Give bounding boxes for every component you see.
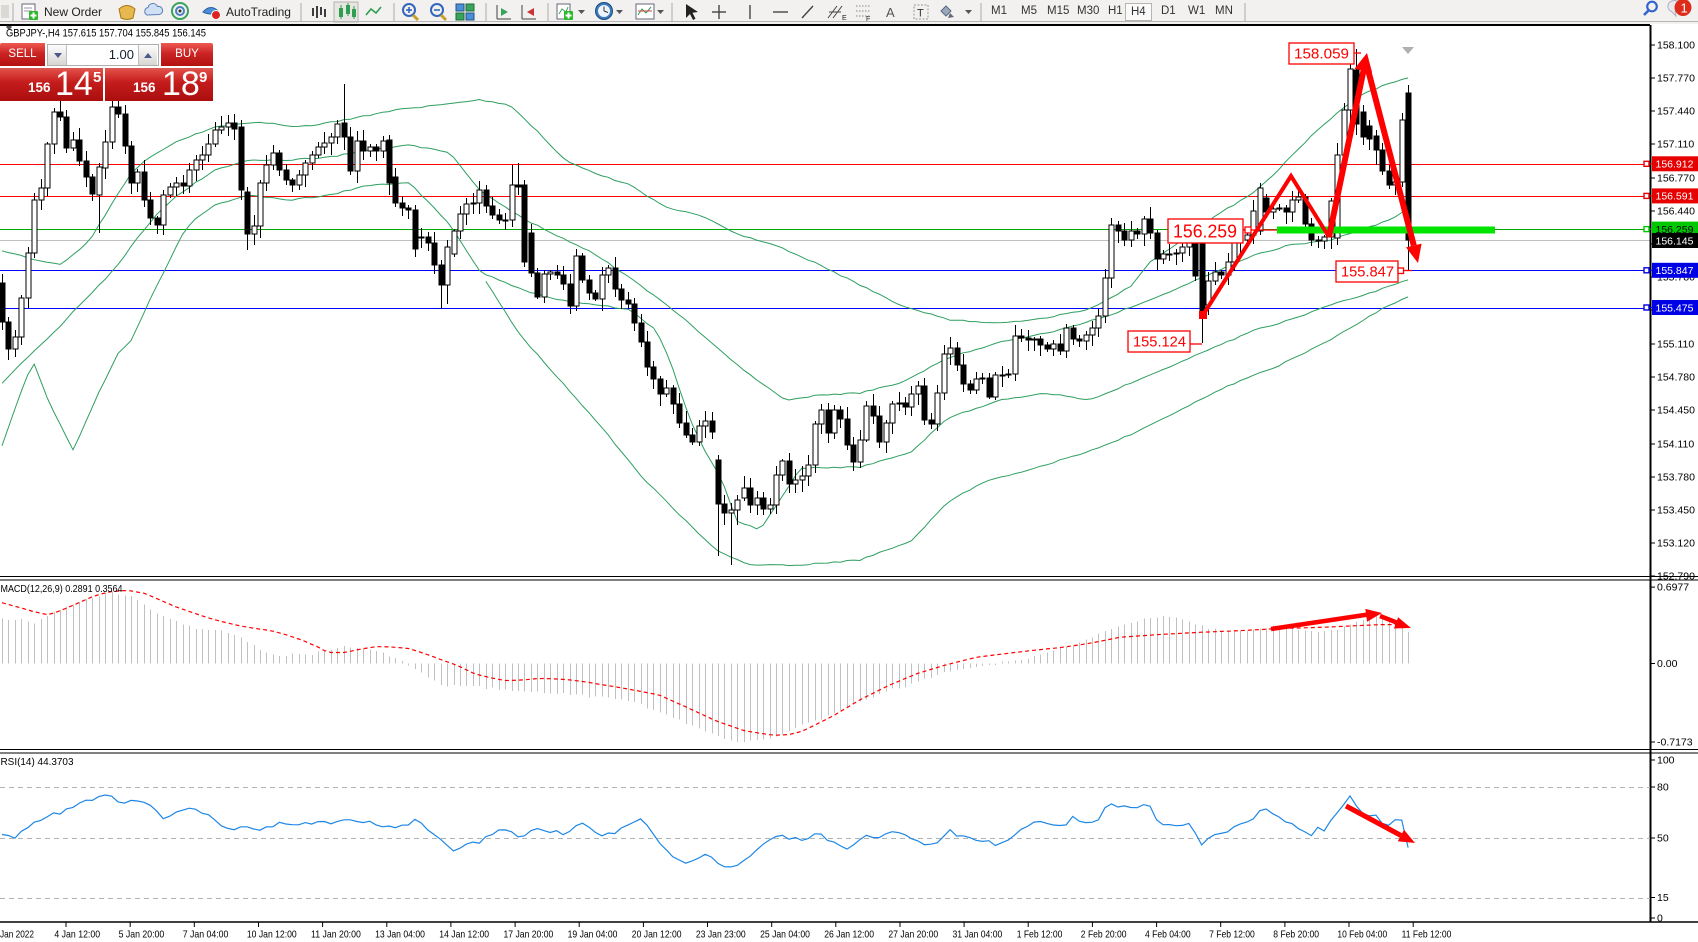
svg-text:7 Jan 04:00: 7 Jan 04:00 bbox=[183, 929, 229, 941]
svg-text:155.110: 155.110 bbox=[1657, 339, 1694, 351]
svg-text:158.100: 158.100 bbox=[1657, 40, 1695, 52]
svg-text:155.124: 155.124 bbox=[1133, 334, 1186, 351]
svg-text:New Order: New Order bbox=[44, 5, 102, 19]
svg-text:100: 100 bbox=[1657, 755, 1675, 767]
svg-text:0.6977: 0.6977 bbox=[1657, 582, 1689, 594]
svg-text:31 Jan 04:00: 31 Jan 04:00 bbox=[953, 929, 1003, 941]
svg-text:4 Feb 04:00: 4 Feb 04:00 bbox=[1145, 929, 1191, 941]
svg-text:153.780: 153.780 bbox=[1657, 472, 1695, 484]
svg-text:10 Feb 04:00: 10 Feb 04:00 bbox=[1337, 929, 1387, 941]
svg-text:154.450: 154.450 bbox=[1657, 405, 1695, 417]
svg-text:1 Feb 12:00: 1 Feb 12:00 bbox=[1017, 929, 1063, 941]
svg-text:154.110: 154.110 bbox=[1657, 439, 1694, 451]
svg-text:153.450: 153.450 bbox=[1657, 505, 1695, 517]
svg-text:156.145: 156.145 bbox=[1656, 235, 1694, 247]
svg-text:157.110: 157.110 bbox=[1657, 139, 1694, 151]
svg-text:50: 50 bbox=[1657, 833, 1669, 845]
svg-text:7 Feb 12:00: 7 Feb 12:00 bbox=[1209, 929, 1255, 941]
svg-text:155.847: 155.847 bbox=[1341, 264, 1394, 281]
svg-text:T: T bbox=[917, 8, 924, 20]
svg-text:A: A bbox=[886, 5, 895, 20]
svg-text:157.770: 157.770 bbox=[1657, 73, 1695, 85]
svg-text:4 Jan 12:00: 4 Jan 12:00 bbox=[54, 929, 100, 941]
svg-text:157.440: 157.440 bbox=[1657, 106, 1695, 118]
svg-text:MACD(12,26,9) 0.2891 0.3564: MACD(12,26,9) 0.2891 0.3564 bbox=[1, 583, 123, 595]
svg-text:11 Feb 12:00: 11 Feb 12:00 bbox=[1402, 929, 1452, 941]
svg-text:11 Jan 20:00: 11 Jan 20:00 bbox=[311, 929, 361, 941]
svg-text:0.00: 0.00 bbox=[1657, 658, 1678, 670]
svg-text:8 Feb 20:00: 8 Feb 20:00 bbox=[1273, 929, 1319, 941]
svg-text:27 Jan 20:00: 27 Jan 20:00 bbox=[888, 929, 938, 941]
svg-text:153.120: 153.120 bbox=[1657, 538, 1695, 550]
svg-text:156.440: 156.440 bbox=[1657, 206, 1695, 218]
svg-text:19 Jan 04:00: 19 Jan 04:00 bbox=[568, 929, 618, 941]
svg-text:155.475: 155.475 bbox=[1656, 302, 1694, 314]
svg-text:17 Jan 20:00: 17 Jan 20:00 bbox=[504, 929, 554, 941]
svg-text:-0.7173: -0.7173 bbox=[1657, 737, 1693, 749]
svg-text:155.847: 155.847 bbox=[1656, 265, 1694, 277]
svg-text:156.591: 156.591 bbox=[1656, 191, 1694, 203]
svg-text:154.780: 154.780 bbox=[1657, 372, 1695, 384]
svg-text:14 Jan 12:00: 14 Jan 12:00 bbox=[439, 929, 489, 941]
svg-text:F: F bbox=[866, 16, 870, 23]
svg-text:23 Jan 23:00: 23 Jan 23:00 bbox=[696, 929, 746, 941]
svg-text:20 Jan 12:00: 20 Jan 12:00 bbox=[632, 929, 682, 941]
svg-text:156.912: 156.912 bbox=[1656, 159, 1694, 171]
svg-text:10 Jan 12:00: 10 Jan 12:00 bbox=[247, 929, 297, 941]
svg-text:15: 15 bbox=[1657, 892, 1669, 904]
svg-text:156.770: 156.770 bbox=[1657, 173, 1695, 185]
svg-text:Jan 2022: Jan 2022 bbox=[0, 929, 34, 941]
svg-text:AutoTrading: AutoTrading bbox=[226, 5, 291, 19]
svg-text:0: 0 bbox=[1657, 913, 1663, 925]
svg-text:GBPJPY-,H4 157.615 157.704 15: GBPJPY-,H4 157.615 157.704 155.845 156.1… bbox=[6, 28, 206, 40]
svg-text:RSI(14) 44.3703: RSI(14) 44.3703 bbox=[1, 756, 74, 768]
svg-text:80: 80 bbox=[1657, 782, 1669, 794]
svg-text:156.259: 156.259 bbox=[1656, 224, 1694, 236]
svg-text:26 Jan 12:00: 26 Jan 12:00 bbox=[824, 929, 874, 941]
svg-text:13 Jan 04:00: 13 Jan 04:00 bbox=[375, 929, 425, 941]
svg-text:2 Feb 20:00: 2 Feb 20:00 bbox=[1081, 929, 1127, 941]
svg-text:5 Jan 20:00: 5 Jan 20:00 bbox=[119, 929, 165, 941]
svg-text:156.259: 156.259 bbox=[1173, 222, 1237, 242]
svg-text:E: E bbox=[842, 15, 847, 22]
svg-text:158.059: 158.059 bbox=[1294, 46, 1349, 63]
svg-text:25 Jan 04:00: 25 Jan 04:00 bbox=[760, 929, 810, 941]
svg-text:1: 1 bbox=[1681, 1, 1688, 16]
